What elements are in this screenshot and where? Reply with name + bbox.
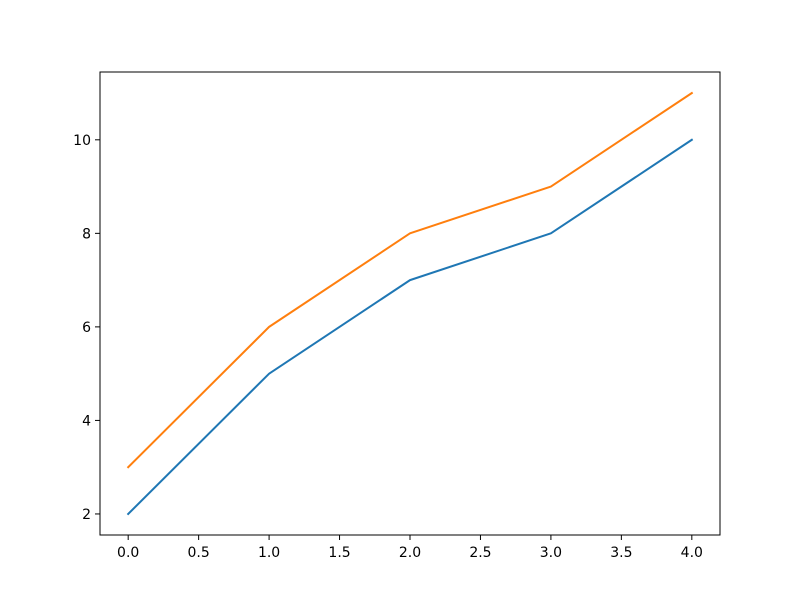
x-tick-label: 1.0	[258, 545, 280, 561]
y-tick-label: 4	[82, 413, 91, 429]
x-tick-label: 2.0	[399, 545, 421, 561]
series-line	[126, 91, 694, 469]
series-line	[126, 138, 694, 516]
x-tick-label: 0.5	[188, 545, 210, 561]
x-tick-label: 3.5	[610, 545, 632, 561]
x-tick-label: 0.0	[117, 545, 139, 561]
x-tick-label: 2.5	[469, 545, 491, 561]
y-tick-label: 8	[82, 226, 91, 242]
plot-frame	[99, 71, 721, 536]
x-tick-label: 1.5	[328, 545, 350, 561]
y-tick-label: 2	[82, 507, 91, 523]
y-tick-label: 10	[73, 133, 91, 149]
x-tick-label: 4.0	[681, 545, 703, 561]
y-tick-label: 6	[82, 320, 91, 336]
x-tick-label: 3.0	[540, 545, 562, 561]
